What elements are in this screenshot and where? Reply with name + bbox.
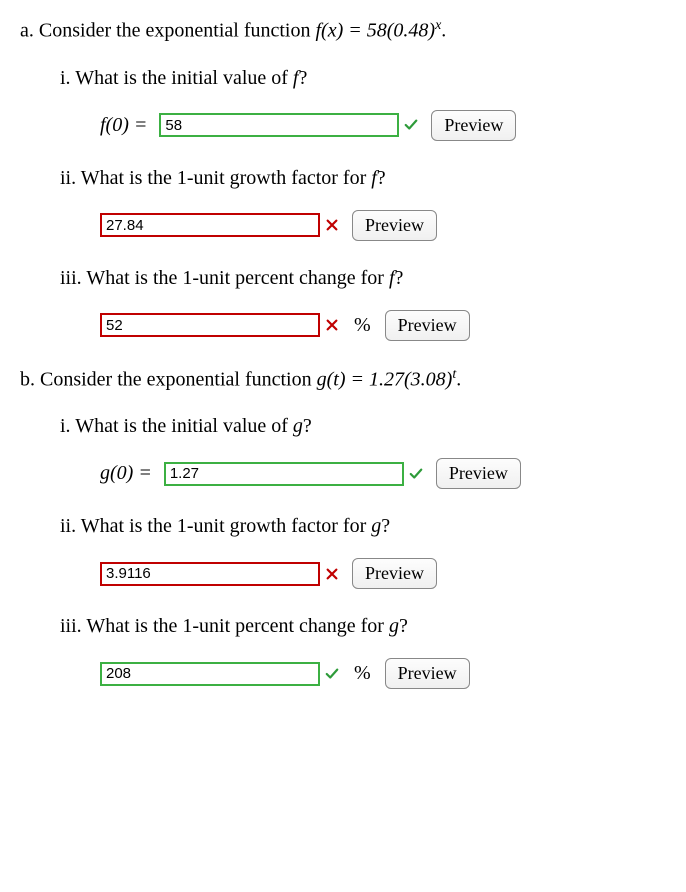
answer-prefix: f(0) =	[100, 114, 147, 137]
intro-fn: g(t) = 1.27(3.08)	[317, 368, 453, 390]
answer-row: % Preview	[100, 310, 666, 341]
intro-text-post: .	[441, 20, 446, 42]
sub-question: i. What is the initial value of g?	[60, 415, 666, 438]
answer-row: g(0) = Preview	[100, 458, 666, 489]
sub-question: i. What is the initial value of f?	[60, 67, 666, 90]
problem-a-intro: a. Consider the exponential function f(x…	[20, 18, 666, 43]
answer-input[interactable]	[100, 562, 320, 586]
answer-input[interactable]	[100, 213, 320, 237]
sub-question: ii. What is the 1-unit growth factor for…	[60, 167, 666, 190]
problem-label-letter: b.	[20, 368, 35, 390]
answer-input[interactable]	[100, 313, 320, 337]
answer-row: Preview	[100, 210, 666, 241]
question-text-post: ?	[303, 415, 312, 437]
cross-icon	[324, 317, 340, 333]
preview-button[interactable]: Preview	[431, 110, 516, 141]
answer-row: f(0) = Preview	[100, 110, 666, 141]
sub-question: iii. What is the 1-unit percent change f…	[60, 267, 666, 290]
preview-button[interactable]: Preview	[385, 310, 470, 341]
question-text-pre: What is the 1-unit percent change for	[86, 615, 389, 637]
check-icon	[324, 666, 340, 682]
answer-input[interactable]	[164, 462, 404, 486]
sub-item-b-ii: ii. What is the 1-unit growth factor for…	[60, 515, 666, 589]
question-text-post: ?	[381, 515, 390, 537]
sub-question: ii. What is the 1-unit growth factor for…	[60, 515, 666, 538]
preview-button[interactable]: Preview	[352, 558, 437, 589]
check-icon	[403, 117, 419, 133]
question-text-pre: What is the 1-unit percent change for	[86, 267, 389, 289]
question-fn: g	[389, 615, 399, 637]
percent-symbol: %	[354, 314, 371, 337]
problem-b-intro: b. Consider the exponential function g(t…	[20, 367, 666, 392]
sub-question: iii. What is the 1-unit percent change f…	[60, 615, 666, 638]
question-text-pre: What is the initial value of	[75, 415, 293, 437]
answer-row: % Preview	[100, 658, 666, 689]
question-text-post: ?	[395, 267, 404, 289]
sub-item-b-i: i. What is the initial value of g? g(0) =…	[60, 415, 666, 489]
intro-text-post: .	[456, 368, 461, 390]
question-text-pre: What is the 1-unit growth factor for	[81, 515, 371, 537]
sub-item-a-iii: iii. What is the 1-unit percent change f…	[60, 267, 666, 341]
question-fn: g	[371, 515, 381, 537]
answer-prefix: g(0) =	[100, 462, 152, 485]
question-fn: g	[293, 415, 303, 437]
sub-label-num: iii.	[60, 267, 82, 289]
question-text-post: ?	[399, 615, 408, 637]
intro-text-pre: Consider the exponential function	[39, 20, 316, 42]
preview-button[interactable]: Preview	[436, 458, 521, 489]
sub-label-num: ii.	[60, 167, 76, 189]
sub-label-num: i.	[60, 415, 71, 437]
sub-label-num: i.	[60, 67, 71, 89]
intro-fn: f(x) = 58(0.48)	[316, 20, 436, 42]
problem-label-letter: a.	[20, 20, 34, 42]
check-icon	[408, 466, 424, 482]
question-text-pre: What is the initial value of	[75, 67, 293, 89]
cross-icon	[324, 566, 340, 582]
intro-text-pre: Consider the exponential function	[40, 368, 317, 390]
preview-button[interactable]: Preview	[352, 210, 437, 241]
answer-input[interactable]	[100, 662, 320, 686]
answer-input[interactable]	[159, 113, 399, 137]
preview-button[interactable]: Preview	[385, 658, 470, 689]
sub-item-a-i: i. What is the initial value of f? f(0) =…	[60, 67, 666, 141]
sub-label-num: iii.	[60, 615, 82, 637]
sub-item-b-iii: iii. What is the 1-unit percent change f…	[60, 615, 666, 689]
sub-item-a-ii: ii. What is the 1-unit growth factor for…	[60, 167, 666, 241]
question-text-post: ?	[298, 67, 307, 89]
cross-icon	[324, 217, 340, 233]
answer-row: Preview	[100, 558, 666, 589]
sub-label-num: ii.	[60, 515, 76, 537]
percent-symbol: %	[354, 662, 371, 685]
question-text-pre: What is the 1-unit growth factor for	[81, 167, 371, 189]
question-text-post: ?	[377, 167, 386, 189]
